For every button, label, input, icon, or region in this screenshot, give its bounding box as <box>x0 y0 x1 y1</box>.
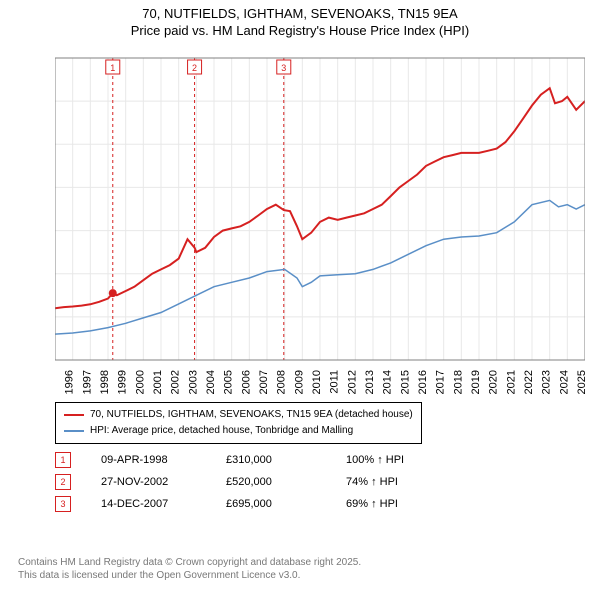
chart-title: 70, NUTFIELDS, IGHTHAM, SEVENOAKS, TN15 … <box>0 0 600 40</box>
svg-text:2005: 2005 <box>223 370 235 394</box>
svg-text:2006: 2006 <box>240 370 252 394</box>
footer-line-1: Contains HM Land Registry data © Crown c… <box>18 556 361 569</box>
event-row: 3 14-DEC-2007 £695,000 69% ↑ HPI <box>55 496 436 512</box>
event-date: 14-DEC-2007 <box>101 498 196 510</box>
svg-text:2012: 2012 <box>346 370 358 394</box>
title-line-2: Price paid vs. HM Land Registry's House … <box>0 23 600 40</box>
footer-attribution: Contains HM Land Registry data © Crown c… <box>18 556 361 582</box>
svg-text:1996: 1996 <box>64 370 76 394</box>
event-marker-box: 1 <box>55 452 71 468</box>
event-date: 09-APR-1998 <box>101 454 196 466</box>
event-row: 1 09-APR-1998 £310,000 100% ↑ HPI <box>55 452 436 468</box>
svg-text:2025: 2025 <box>576 370 585 394</box>
svg-text:2000: 2000 <box>134 370 146 394</box>
svg-text:2023: 2023 <box>541 370 553 394</box>
svg-text:2011: 2011 <box>329 370 341 394</box>
footer-line-2: This data is licensed under the Open Gov… <box>18 569 361 582</box>
events-table: 1 09-APR-1998 £310,000 100% ↑ HPI 2 27-NOV-20… <box>55 452 436 518</box>
svg-text:2021: 2021 <box>505 370 517 394</box>
svg-text:2013: 2013 <box>364 370 376 394</box>
svg-text:2015: 2015 <box>399 370 411 394</box>
legend-label: HPI: Average price, detached house, Tonb… <box>90 423 353 439</box>
legend-swatch <box>64 430 84 432</box>
svg-text:2020: 2020 <box>488 370 500 394</box>
event-change: 74% ↑ HPI <box>346 476 436 488</box>
svg-text:2014: 2014 <box>382 370 394 394</box>
event-change: 100% ↑ HPI <box>346 454 436 466</box>
svg-text:2009: 2009 <box>293 370 305 394</box>
legend-row: HPI: Average price, detached house, Tonb… <box>64 423 413 439</box>
legend-swatch <box>64 414 84 416</box>
svg-text:1998: 1998 <box>99 370 111 394</box>
svg-text:2022: 2022 <box>523 370 535 394</box>
event-date: 27-NOV-2002 <box>101 476 196 488</box>
event-change: 69% ↑ HPI <box>346 498 436 510</box>
svg-text:2: 2 <box>192 63 197 73</box>
svg-text:2017: 2017 <box>435 370 447 394</box>
svg-text:2016: 2016 <box>417 370 429 394</box>
svg-text:2010: 2010 <box>311 370 323 394</box>
svg-text:1999: 1999 <box>117 370 129 394</box>
svg-text:2007: 2007 <box>258 370 270 394</box>
legend-label: 70, NUTFIELDS, IGHTHAM, SEVENOAKS, TN15 … <box>90 407 413 423</box>
svg-text:2024: 2024 <box>558 370 570 394</box>
event-price: £520,000 <box>226 476 316 488</box>
event-price: £310,000 <box>226 454 316 466</box>
svg-text:2008: 2008 <box>276 370 288 394</box>
svg-text:2001: 2001 <box>152 370 164 394</box>
svg-text:3: 3 <box>281 63 286 73</box>
title-line-1: 70, NUTFIELDS, IGHTHAM, SEVENOAKS, TN15 … <box>0 6 600 23</box>
chart-svg: £0£200K£400K£600K£800K£1M£1.2M£1.4M19951… <box>55 50 585 400</box>
svg-text:2019: 2019 <box>470 370 482 394</box>
svg-text:2002: 2002 <box>170 370 182 394</box>
svg-text:1997: 1997 <box>81 370 93 394</box>
svg-text:2018: 2018 <box>452 370 464 394</box>
svg-text:2003: 2003 <box>187 370 199 394</box>
event-marker-box: 2 <box>55 474 71 490</box>
svg-text:1995: 1995 <box>55 370 58 394</box>
chart-plot-area: £0£200K£400K£600K£800K£1M£1.2M£1.4M19951… <box>55 50 585 360</box>
chart-container: 70, NUTFIELDS, IGHTHAM, SEVENOAKS, TN15 … <box>0 0 600 590</box>
event-marker-box: 3 <box>55 496 71 512</box>
event-price: £695,000 <box>226 498 316 510</box>
event-row: 2 27-NOV-2002 £520,000 74% ↑ HPI <box>55 474 436 490</box>
legend: 70, NUTFIELDS, IGHTHAM, SEVENOAKS, TN15 … <box>55 402 422 444</box>
legend-row: 70, NUTFIELDS, IGHTHAM, SEVENOAKS, TN15 … <box>64 407 413 423</box>
svg-text:1: 1 <box>110 63 115 73</box>
svg-text:2004: 2004 <box>205 370 217 394</box>
